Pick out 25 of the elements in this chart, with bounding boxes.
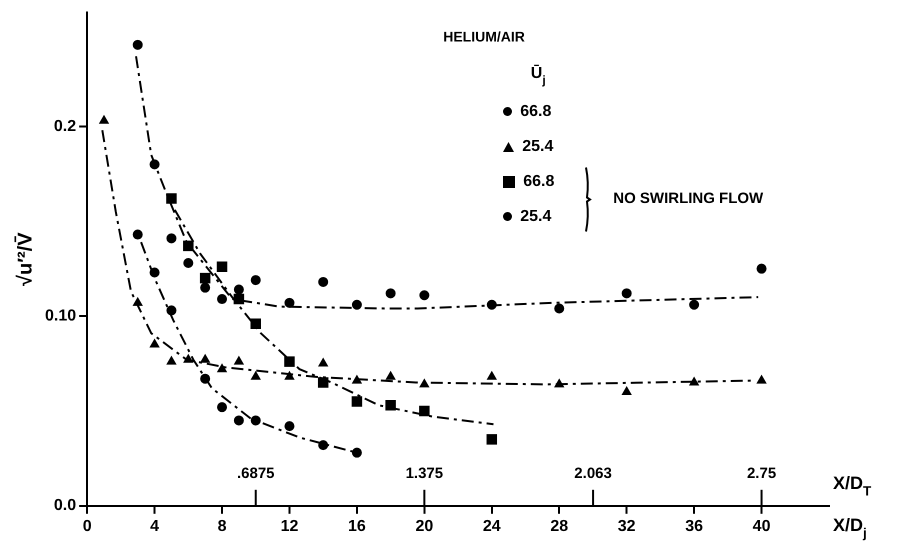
x-tick-label: 28 — [550, 518, 568, 535]
y-tick-label: 0.10 — [45, 308, 76, 325]
x-tick-label: 32 — [618, 518, 636, 535]
x-tick-label: 12 — [280, 518, 298, 535]
legend-label: 25.4 — [522, 138, 554, 156]
y-axis-title: √u′²/V̄ — [14, 232, 37, 286]
x-tick-label: 16 — [348, 518, 366, 535]
x2-tick-label: 2.75 — [746, 464, 776, 482]
x-tick-label: 20 — [415, 518, 434, 535]
y-tick-label: 0.0 — [54, 497, 76, 514]
x2-tick-label: 1.375 — [406, 464, 444, 482]
x-tick-label: 0 — [82, 518, 92, 535]
x-tick-label: 36 — [685, 518, 704, 535]
legend-label: 66.8 — [520, 102, 552, 121]
x-tick-label: 24 — [482, 518, 501, 535]
x-tick-label: 8 — [218, 518, 227, 535]
legend-label: 25.4 — [520, 208, 552, 226]
x2-tick-label: .6875 — [236, 464, 275, 482]
x2-tick-label: 2.063 — [574, 464, 612, 482]
legend-label: 66.8 — [523, 172, 554, 191]
annotation: NO SWIRLING FLOW — [613, 190, 764, 208]
legend-title: HELIUM/AIR — [443, 28, 525, 44]
x-tick-label: 4 — [150, 518, 160, 535]
x-tick-label: 40 — [752, 518, 771, 535]
y-tick-label: 0.2 — [54, 118, 76, 135]
